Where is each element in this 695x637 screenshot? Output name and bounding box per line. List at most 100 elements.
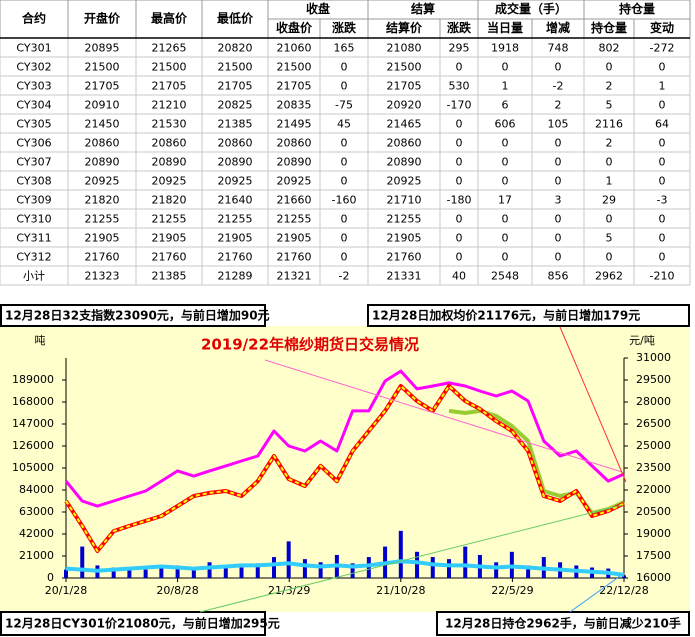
bar — [111, 567, 116, 578]
cell-text: 2 — [606, 137, 613, 150]
cell-text: CY308 — [16, 175, 51, 188]
bar — [366, 557, 371, 578]
header-label: 收盘价 — [276, 20, 313, 35]
cell-text: -180 — [447, 194, 472, 207]
x-tick-label: 20/1/28 — [45, 584, 87, 597]
cell-text: 21905 — [152, 232, 187, 245]
cell-text: 21500 — [277, 61, 312, 74]
bar — [143, 569, 148, 578]
cell-text: 21385 — [152, 270, 187, 283]
y-tick-label: 147000 — [12, 417, 54, 430]
cell-text: 21323 — [85, 270, 120, 283]
cell-text: 606 — [495, 118, 516, 131]
bar — [415, 551, 420, 578]
cell-text: 2116 — [595, 118, 623, 131]
cell-text: -2 — [339, 270, 350, 283]
cell-text: 0 — [341, 251, 348, 264]
cell-text: 2548 — [491, 270, 519, 283]
bar — [398, 530, 403, 578]
cell-text: 20925 — [152, 175, 187, 188]
cell-text: CY305 — [16, 118, 51, 131]
cell-text: 295 — [449, 42, 470, 55]
cell-text: -2 — [553, 80, 564, 93]
cell-text: CY301 — [16, 42, 51, 55]
cell-text: CY310 — [16, 213, 51, 226]
cell-text: 21210 — [152, 99, 187, 112]
y2-tick-label: 31000 — [636, 351, 671, 364]
cell-text: 0 — [555, 213, 562, 226]
cell-text: 0 — [606, 156, 613, 169]
x-tick-label: 21/10/28 — [376, 584, 425, 597]
cell-text: 0 — [555, 156, 562, 169]
header-label: 变动 — [650, 20, 674, 35]
cell-text: 0 — [341, 232, 348, 245]
cell-text: 0 — [502, 137, 509, 150]
cell-text: 0 — [659, 61, 666, 74]
header-label: 持仓量 — [619, 1, 655, 16]
cell-text: 0 — [555, 251, 562, 264]
cell-text: 21905 — [85, 232, 120, 245]
header-label: 结算价 — [386, 20, 423, 35]
cell-text: 21905 — [277, 232, 312, 245]
cell-text: 21760 — [277, 251, 312, 264]
header-label: 涨跌 — [332, 20, 357, 35]
cell-text: 21905 — [218, 232, 253, 245]
cell-text: 0 — [456, 213, 463, 226]
cell-text: 21640 — [218, 194, 253, 207]
bar — [350, 563, 355, 578]
bar — [175, 565, 180, 578]
header-label: 成交量（手） — [495, 1, 567, 16]
callout-box — [367, 304, 690, 327]
cell-text: 17 — [498, 194, 512, 207]
cell-text: 21500 — [85, 61, 120, 74]
cell-text: 21820 — [85, 194, 120, 207]
cell-text: 0 — [502, 175, 509, 188]
y-tick-label: 168000 — [12, 395, 54, 408]
y2-tick-label: 17500 — [636, 549, 671, 562]
table: 合约 开盘价 最高价 最低价收盘 结算 成交量（手） 持仓量收盘价 涨跌 结算价 涨跌 当日量 增减持… — [0, 0, 691, 286]
cell-text: CY309 — [16, 194, 51, 207]
cell-text: 0 — [659, 213, 666, 226]
header-label: 开盘价 — [84, 11, 121, 26]
y2-tick-label: 19000 — [636, 527, 671, 540]
cell-text: 0 — [606, 61, 613, 74]
callout: 12月28日CY301价21080元，与前日增加295元 — [5, 616, 280, 631]
cell-text: 40 — [452, 270, 466, 283]
y-tick-label: 105000 — [12, 461, 54, 474]
cell-text: 5 — [606, 232, 613, 245]
bar — [622, 575, 626, 578]
y-tick-label: 189000 — [12, 373, 54, 386]
cell-text: 0 — [502, 156, 509, 169]
cell-text: 20920 — [387, 99, 422, 112]
cell-text: 0 — [456, 118, 463, 131]
y-tick-label: 21000 — [19, 549, 54, 562]
callout-box — [0, 611, 266, 636]
cell-text: 21321 — [277, 270, 312, 283]
cell-text: 21500 — [218, 61, 253, 74]
cell-text: CY311 — [16, 232, 51, 245]
cell-text: 20820 — [218, 42, 253, 55]
connector — [559, 326, 627, 483]
bar — [255, 563, 260, 578]
cell-text: 20925 — [218, 175, 253, 188]
y2-axis-label: 元/吨 — [629, 334, 655, 347]
bar — [239, 567, 244, 578]
cell-text: -272 — [650, 42, 675, 55]
cell-text: 21255 — [218, 213, 253, 226]
cell-text: 21705 — [277, 80, 312, 93]
callout-box — [0, 304, 266, 327]
y2-tick-label: 22000 — [636, 483, 671, 496]
cell-text: 21500 — [387, 61, 422, 74]
cell-text: 21760 — [218, 251, 253, 264]
cell-text: 21465 — [387, 118, 422, 131]
cell-text: 21255 — [387, 213, 422, 226]
bar — [447, 559, 452, 578]
cell — [633, 265, 691, 286]
cell-text: 0 — [606, 251, 613, 264]
cell-text: 20895 — [85, 42, 120, 55]
cell-text: 0 — [456, 232, 463, 245]
cell-text: CY303 — [16, 80, 51, 93]
cell-text: 45 — [337, 118, 351, 131]
series-line — [64, 369, 625, 508]
cell-text: 0 — [456, 61, 463, 74]
